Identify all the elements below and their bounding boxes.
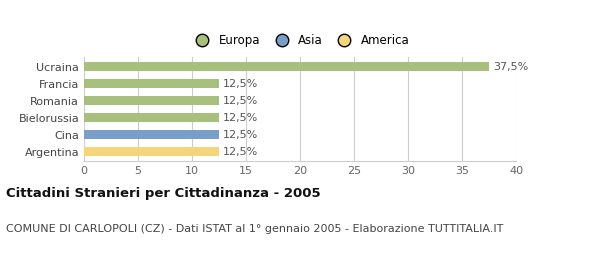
Text: Cittadini Stranieri per Cittadinanza - 2005: Cittadini Stranieri per Cittadinanza - 2…	[6, 187, 320, 200]
Bar	[84, 62, 489, 71]
Text: 12,5%: 12,5%	[223, 113, 259, 123]
Text: 12,5%: 12,5%	[223, 130, 259, 140]
Legend: Europa, Asia, America: Europa, Asia, America	[191, 34, 409, 47]
Text: 12,5%: 12,5%	[223, 147, 259, 157]
Bar	[84, 130, 219, 139]
Bar	[84, 96, 219, 105]
Text: COMUNE DI CARLOPOLI (CZ) - Dati ISTAT al 1° gennaio 2005 - Elaborazione TUTTITAL: COMUNE DI CARLOPOLI (CZ) - Dati ISTAT al…	[6, 224, 503, 233]
Text: 37,5%: 37,5%	[493, 62, 529, 72]
Bar	[84, 79, 219, 88]
Bar	[84, 113, 219, 122]
Text: 12,5%: 12,5%	[223, 79, 259, 89]
Bar	[84, 147, 219, 157]
Text: 12,5%: 12,5%	[223, 96, 259, 106]
